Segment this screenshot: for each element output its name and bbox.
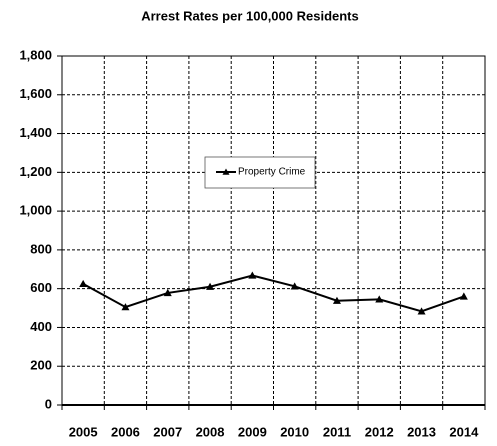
chart-title: Arrest Rates per 100,000 Residents: [141, 8, 359, 23]
legend-label: Property Crime: [238, 167, 306, 178]
marker: [332, 296, 341, 304]
x-tick-label: 2005: [69, 424, 98, 439]
marker: [417, 307, 426, 315]
y-tick-label: 1,200: [19, 164, 52, 179]
marker: [459, 292, 468, 300]
marker: [121, 303, 130, 311]
line: [82, 274, 465, 313]
y-tick-label: 200: [30, 358, 52, 373]
y-tick-label: 0: [45, 396, 52, 411]
y-tick-label: 1,600: [19, 86, 52, 101]
marker: [290, 282, 299, 290]
x-tick-label: 2013: [407, 424, 436, 439]
y-tick-label: 1,800: [19, 47, 52, 62]
marker: [79, 279, 88, 288]
y-tick-label: 400: [30, 319, 52, 334]
marker: [163, 288, 172, 297]
x-tick-label: 2011: [323, 424, 351, 439]
y-tick-label: 1,000: [19, 203, 52, 218]
x-tick-label: 2014: [449, 424, 479, 439]
x-tick-label: 2006: [111, 424, 140, 439]
x-tick-label: 2009: [238, 424, 267, 439]
x-tick-label: 2008: [196, 424, 225, 439]
x-tick-label: 2007: [153, 424, 182, 439]
y-tick-label: 600: [30, 280, 52, 295]
legend-marker: [222, 168, 230, 175]
y-tick-label: 800: [30, 241, 52, 256]
y-tick-label: 1,400: [19, 125, 52, 140]
marker: [206, 282, 215, 290]
marker: [375, 295, 384, 303]
marker: [248, 271, 257, 279]
x-tick-label: 2010: [280, 424, 309, 439]
x-tick-label: 2012: [365, 424, 394, 439]
